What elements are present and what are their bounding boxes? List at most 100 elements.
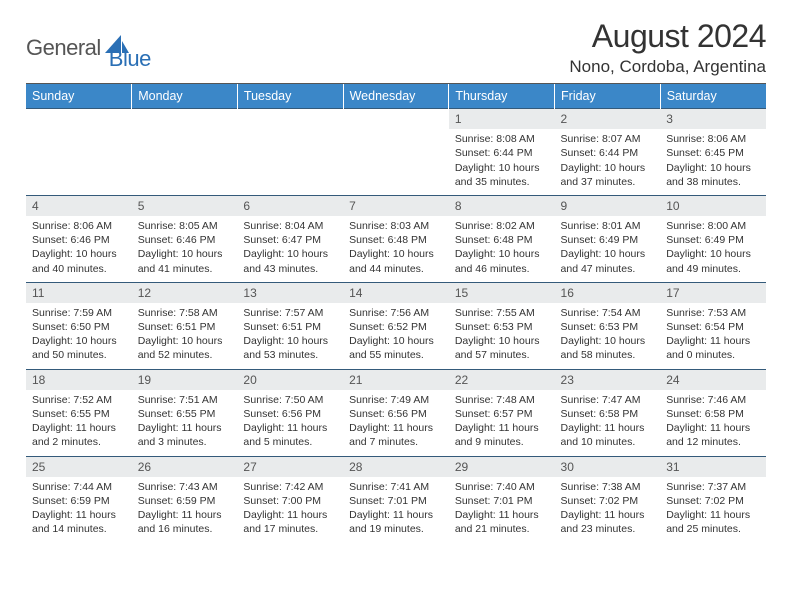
day-number-cell: 17 <box>660 282 766 303</box>
daylight-line: Daylight: 10 hours and 50 minutes. <box>32 334 126 362</box>
day-number-cell: 16 <box>555 282 661 303</box>
day-detail-cell: Sunrise: 8:06 AMSunset: 6:46 PMDaylight:… <box>26 216 132 282</box>
sunrise-line: Sunrise: 8:06 AM <box>32 219 126 233</box>
day-detail-cell: Sunrise: 8:02 AMSunset: 6:48 PMDaylight:… <box>449 216 555 282</box>
sunrise-line: Sunrise: 8:05 AM <box>138 219 232 233</box>
sunrise-line: Sunrise: 7:51 AM <box>138 393 232 407</box>
weekday-header: Saturday <box>660 84 766 109</box>
day-detail-cell: Sunrise: 7:51 AMSunset: 6:55 PMDaylight:… <box>132 390 238 456</box>
day-number-cell: 8 <box>449 195 555 216</box>
daylight-line: Daylight: 11 hours and 19 minutes. <box>349 508 443 536</box>
day-number-cell <box>237 109 343 130</box>
day-detail-cell: Sunrise: 7:57 AMSunset: 6:51 PMDaylight:… <box>237 303 343 369</box>
day-number-cell: 9 <box>555 195 661 216</box>
daylight-line: Daylight: 11 hours and 7 minutes. <box>349 421 443 449</box>
day-detail-cell: Sunrise: 7:59 AMSunset: 6:50 PMDaylight:… <box>26 303 132 369</box>
sunset-line: Sunset: 6:54 PM <box>666 320 760 334</box>
sunrise-line: Sunrise: 8:08 AM <box>455 132 549 146</box>
sunset-line: Sunset: 6:56 PM <box>349 407 443 421</box>
day-number-cell: 29 <box>449 456 555 477</box>
daylight-line: Daylight: 11 hours and 23 minutes. <box>561 508 655 536</box>
sunrise-line: Sunrise: 8:07 AM <box>561 132 655 146</box>
daylight-line: Daylight: 10 hours and 38 minutes. <box>666 161 760 189</box>
sunrise-line: Sunrise: 7:47 AM <box>561 393 655 407</box>
day-detail-cell: Sunrise: 7:37 AMSunset: 7:02 PMDaylight:… <box>660 477 766 543</box>
day-number-cell: 7 <box>343 195 449 216</box>
sunset-line: Sunset: 6:53 PM <box>561 320 655 334</box>
sunrise-line: Sunrise: 7:56 AM <box>349 306 443 320</box>
sunset-line: Sunset: 6:57 PM <box>455 407 549 421</box>
day-number-cell: 21 <box>343 369 449 390</box>
logo: General Blue <box>26 18 151 72</box>
sunset-line: Sunset: 7:01 PM <box>455 494 549 508</box>
daylight-line: Daylight: 10 hours and 44 minutes. <box>349 247 443 275</box>
day-detail-cell: Sunrise: 7:56 AMSunset: 6:52 PMDaylight:… <box>343 303 449 369</box>
sunset-line: Sunset: 6:59 PM <box>32 494 126 508</box>
daylight-line: Daylight: 11 hours and 14 minutes. <box>32 508 126 536</box>
sunset-line: Sunset: 6:50 PM <box>32 320 126 334</box>
day-detail-cell: Sunrise: 8:04 AMSunset: 6:47 PMDaylight:… <box>237 216 343 282</box>
sunset-line: Sunset: 6:49 PM <box>666 233 760 247</box>
sunrise-line: Sunrise: 7:58 AM <box>138 306 232 320</box>
day-number-cell: 25 <box>26 456 132 477</box>
day-detail-row: Sunrise: 7:52 AMSunset: 6:55 PMDaylight:… <box>26 390 766 456</box>
month-title: August 2024 <box>569 18 766 55</box>
daylight-line: Daylight: 11 hours and 5 minutes. <box>243 421 337 449</box>
sunrise-line: Sunrise: 8:04 AM <box>243 219 337 233</box>
day-number-cell: 11 <box>26 282 132 303</box>
sunset-line: Sunset: 7:00 PM <box>243 494 337 508</box>
sunset-line: Sunset: 6:45 PM <box>666 146 760 160</box>
title-block: August 2024 Nono, Cordoba, Argentina <box>569 18 766 77</box>
sunset-line: Sunset: 6:44 PM <box>455 146 549 160</box>
day-number-cell: 30 <box>555 456 661 477</box>
daylight-line: Daylight: 11 hours and 17 minutes. <box>243 508 337 536</box>
sunset-line: Sunset: 6:58 PM <box>561 407 655 421</box>
sunrise-line: Sunrise: 7:52 AM <box>32 393 126 407</box>
sunset-line: Sunset: 6:59 PM <box>138 494 232 508</box>
sunrise-line: Sunrise: 7:41 AM <box>349 480 443 494</box>
day-number-row: 25262728293031 <box>26 456 766 477</box>
sunrise-line: Sunrise: 7:40 AM <box>455 480 549 494</box>
sunrise-line: Sunrise: 7:54 AM <box>561 306 655 320</box>
day-number-cell: 2 <box>555 109 661 130</box>
sunset-line: Sunset: 6:58 PM <box>666 407 760 421</box>
day-detail-cell: Sunrise: 7:55 AMSunset: 6:53 PMDaylight:… <box>449 303 555 369</box>
day-number-cell: 6 <box>237 195 343 216</box>
sunrise-line: Sunrise: 7:48 AM <box>455 393 549 407</box>
sunrise-line: Sunrise: 7:53 AM <box>666 306 760 320</box>
day-detail-cell: Sunrise: 7:43 AMSunset: 6:59 PMDaylight:… <box>132 477 238 543</box>
day-number-row: 11121314151617 <box>26 282 766 303</box>
sunrise-line: Sunrise: 8:06 AM <box>666 132 760 146</box>
location-text: Nono, Cordoba, Argentina <box>569 57 766 77</box>
day-number-cell: 15 <box>449 282 555 303</box>
logo-text-blue: Blue <box>109 46 151 72</box>
day-detail-cell: Sunrise: 7:53 AMSunset: 6:54 PMDaylight:… <box>660 303 766 369</box>
sunset-line: Sunset: 6:48 PM <box>349 233 443 247</box>
sunrise-line: Sunrise: 7:43 AM <box>138 480 232 494</box>
day-number-cell: 13 <box>237 282 343 303</box>
sunset-line: Sunset: 6:51 PM <box>138 320 232 334</box>
sunset-line: Sunset: 6:44 PM <box>561 146 655 160</box>
page: General Blue August 2024 Nono, Cordoba, … <box>0 0 792 542</box>
weekday-header-row: SundayMondayTuesdayWednesdayThursdayFrid… <box>26 84 766 109</box>
day-number-cell: 3 <box>660 109 766 130</box>
sunrise-line: Sunrise: 7:37 AM <box>666 480 760 494</box>
calendar-body: 123Sunrise: 8:08 AMSunset: 6:44 PMDaylig… <box>26 109 766 543</box>
sunrise-line: Sunrise: 8:01 AM <box>561 219 655 233</box>
daylight-line: Daylight: 10 hours and 40 minutes. <box>32 247 126 275</box>
day-detail-cell <box>26 129 132 195</box>
day-detail-cell: Sunrise: 7:49 AMSunset: 6:56 PMDaylight:… <box>343 390 449 456</box>
day-detail-cell: Sunrise: 8:06 AMSunset: 6:45 PMDaylight:… <box>660 129 766 195</box>
day-number-cell <box>343 109 449 130</box>
day-detail-cell: Sunrise: 8:03 AMSunset: 6:48 PMDaylight:… <box>343 216 449 282</box>
sunset-line: Sunset: 6:49 PM <box>561 233 655 247</box>
day-detail-cell: Sunrise: 7:40 AMSunset: 7:01 PMDaylight:… <box>449 477 555 543</box>
sunrise-line: Sunrise: 7:55 AM <box>455 306 549 320</box>
sunset-line: Sunset: 6:53 PM <box>455 320 549 334</box>
daylight-line: Daylight: 11 hours and 10 minutes. <box>561 421 655 449</box>
daylight-line: Daylight: 11 hours and 12 minutes. <box>666 421 760 449</box>
day-detail-cell: Sunrise: 7:54 AMSunset: 6:53 PMDaylight:… <box>555 303 661 369</box>
sunrise-line: Sunrise: 7:57 AM <box>243 306 337 320</box>
daylight-line: Daylight: 10 hours and 49 minutes. <box>666 247 760 275</box>
day-detail-cell: Sunrise: 7:58 AMSunset: 6:51 PMDaylight:… <box>132 303 238 369</box>
